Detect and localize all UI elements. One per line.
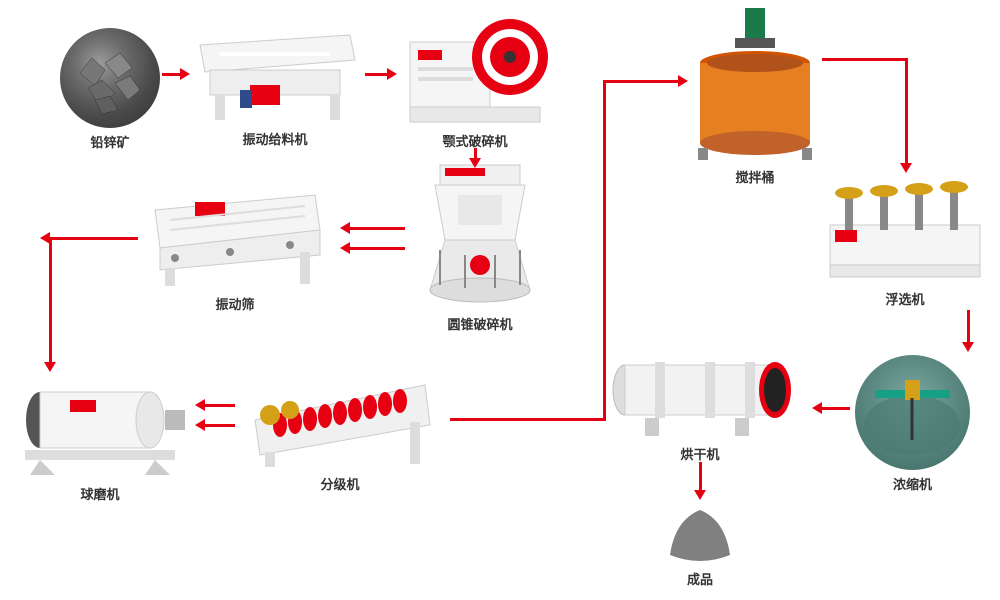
ore-label: 铅锌矿 [90, 132, 129, 151]
cone-label: 圆锥破碎机 [447, 314, 512, 333]
line-mixer-flot-v [905, 58, 908, 163]
mixer-icon [690, 8, 820, 163]
feeder-icon [190, 30, 360, 125]
dryer-label: 烘干机 [680, 444, 719, 463]
ore-icon [60, 28, 160, 128]
line-class-mixer-h2 [603, 80, 678, 83]
cone-icon [410, 160, 550, 310]
thickener-icon [855, 355, 970, 470]
screen-icon [140, 190, 330, 290]
mixer-label: 搅拌桶 [735, 167, 774, 186]
classifier-label: 分级机 [320, 474, 359, 493]
screen-label: 振动筛 [215, 294, 254, 313]
flotation-label: 浮选机 [885, 289, 924, 308]
dryer-icon [595, 340, 805, 440]
node-cone: 圆锥破碎机 [410, 160, 550, 333]
product-icon [660, 505, 740, 565]
line-screen-ballmill-v [49, 237, 52, 362]
thickener-label: 浓缩机 [893, 474, 932, 493]
flotation-icon [820, 175, 990, 285]
line-class-mixer-h1 [450, 418, 605, 421]
node-ballmill: 球磨机 [10, 370, 190, 503]
node-thickener: 浓缩机 [855, 355, 970, 493]
line-screen-ballmill-h [50, 237, 138, 240]
node-dryer: 烘干机 [595, 340, 805, 463]
classifier-icon [240, 370, 440, 470]
line-class-mixer-v [603, 80, 606, 421]
ballmill-label: 球磨机 [80, 484, 119, 503]
node-jaw: 颚式破碎机 [400, 12, 550, 150]
feeder-label: 振动给料机 [242, 129, 307, 148]
node-product: 成品 [660, 505, 740, 588]
node-classifier: 分级机 [240, 370, 440, 493]
node-flotation: 浮选机 [820, 175, 990, 308]
line-mixer-flot-h [822, 58, 907, 61]
node-ore: 铅锌矿 [60, 28, 160, 151]
node-mixer: 搅拌桶 [690, 8, 820, 186]
node-feeder: 振动给料机 [190, 30, 360, 148]
product-label: 成品 [687, 569, 713, 588]
jaw-icon [400, 12, 550, 127]
node-screen: 振动筛 [140, 190, 330, 313]
ballmill-icon [10, 370, 190, 480]
